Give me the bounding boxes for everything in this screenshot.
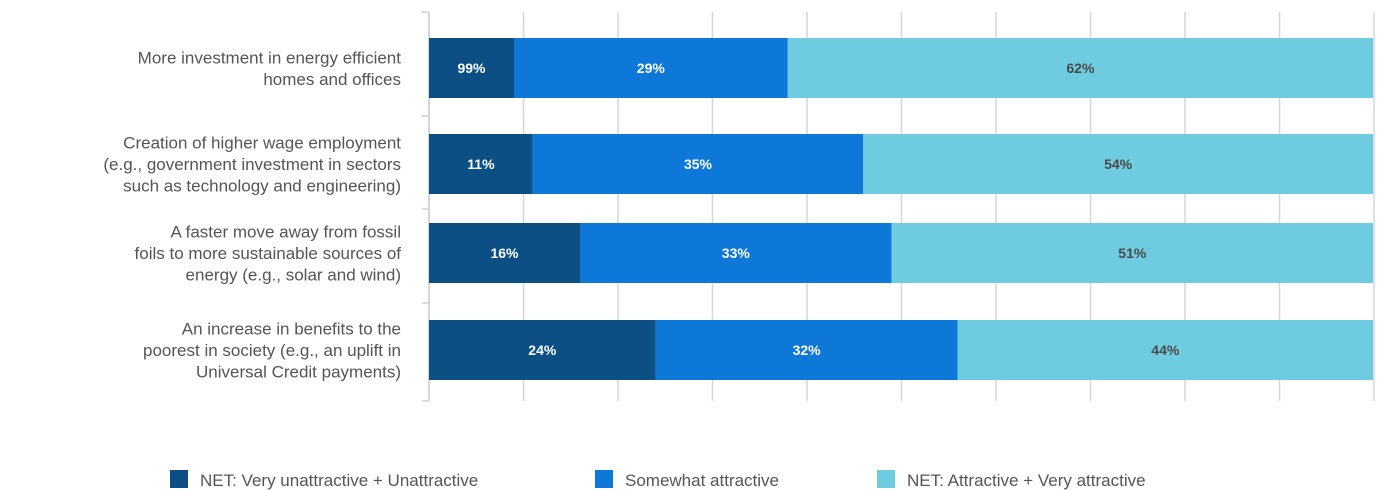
data-label-s0-c2: 16% (490, 245, 519, 261)
bar-s1-c0 (514, 38, 788, 98)
data-label-s0-c3: 24% (528, 342, 557, 358)
category-label-3-line-0: An increase in benefits to the (182, 320, 401, 339)
data-label-s0-c1: 11% (467, 156, 495, 172)
category-labels: More investment in energy efficient homes… (103, 48, 401, 381)
category-label-0-line-0: More investment in energy efficient (138, 48, 402, 67)
bar-s1-c2 (580, 223, 892, 283)
bar-s2-c3 (957, 320, 1373, 380)
legend-swatch-1 (595, 470, 613, 488)
category-label-1-line-0: Creation of higher wage employment (123, 134, 401, 153)
category-label-1-line-1: (e.g., government investment in sectors (103, 155, 401, 174)
legend: NET: Very unattractive + Unattractive Som… (170, 470, 1146, 490)
data-label-s2-c0: 62% (1066, 60, 1095, 76)
category-label-3-line-1: poorest in society (e.g., an uplift in (143, 341, 401, 360)
data-label-s1-c0: 29% (637, 60, 666, 76)
category-label-2-line-2: energy (e.g., solar and wind) (186, 266, 401, 285)
category-label-1-line-2: such as technology and engineering) (123, 177, 401, 196)
category-label-0-line-1: homes and offices (263, 70, 401, 89)
legend-label-2: NET: Attractive + Very attractive (907, 471, 1146, 490)
data-label-s1-c3: 32% (793, 342, 822, 358)
category-label-2-line-1: foils to more sustainable sources of (135, 244, 402, 263)
bars: 99% 29% 62% 11% 35% 54% 16% 33% 51% 24% 32% 44% (429, 38, 1373, 380)
legend-swatch-2 (877, 470, 895, 488)
data-label-s2-c2: 51% (1118, 245, 1147, 261)
bar-s2-c0 (787, 38, 1373, 98)
category-label-2-line-0: A faster move away from fossil (170, 223, 401, 242)
bar-s0-c3 (429, 320, 656, 380)
data-label-s1-c1: 35% (684, 156, 713, 172)
data-label-s1-c2: 33% (722, 245, 751, 261)
bar-s0-c2 (429, 223, 580, 283)
bar-s0-c1 (429, 134, 533, 194)
data-label-s2-c1: 54% (1104, 156, 1133, 172)
legend-swatch-0 (170, 470, 188, 488)
category-label-3-line-2: Universal Credit payments) (196, 363, 401, 382)
bar-s0-c0 (429, 38, 514, 98)
data-label-s2-c3: 44% (1151, 342, 1180, 358)
data-label-s0-c0: 99% (457, 60, 486, 76)
bar-s2-c1 (863, 134, 1373, 194)
bar-s1-c1 (532, 134, 864, 194)
bar-s2-c2 (891, 223, 1373, 283)
bar-s1-c3 (655, 320, 958, 380)
legend-label-0: NET: Very unattractive + Unattractive (200, 471, 478, 490)
legend-label-1: Somewhat attractive (625, 471, 779, 490)
